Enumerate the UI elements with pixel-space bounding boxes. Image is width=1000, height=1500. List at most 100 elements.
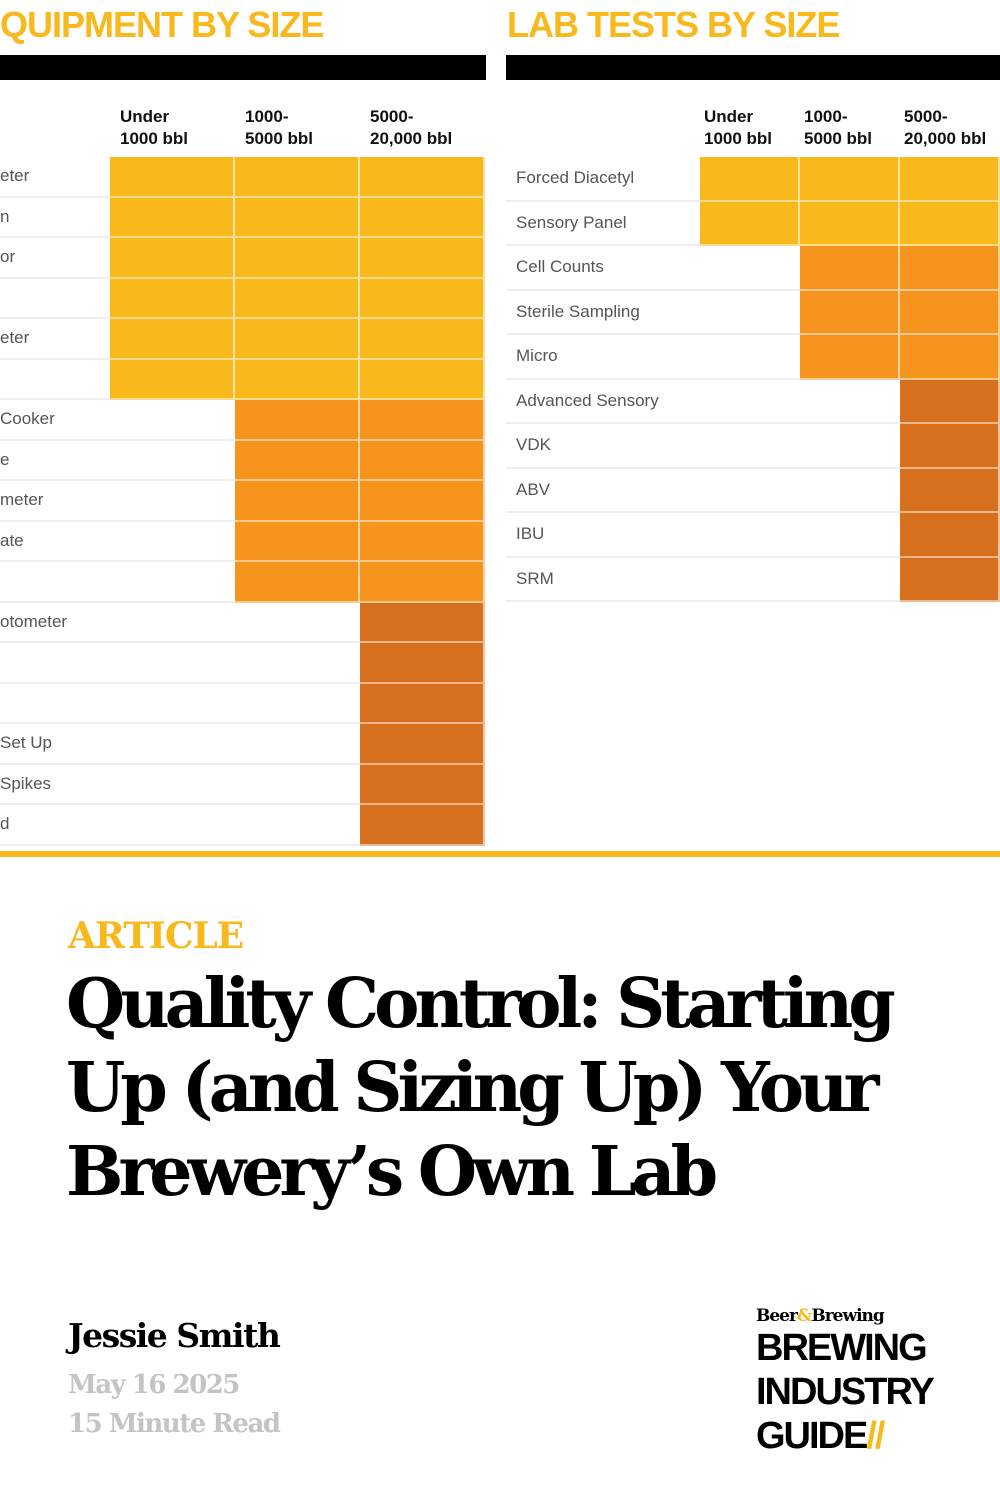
filled-cell xyxy=(235,278,360,319)
filled-cell xyxy=(360,278,485,319)
filled-cell xyxy=(235,238,360,279)
table-row xyxy=(0,643,485,684)
filled-cell xyxy=(360,521,485,562)
table-row: Advanced Sensory xyxy=(506,380,1000,424)
table-row: ABV xyxy=(506,469,1000,513)
row-label: otometer xyxy=(0,611,68,631)
column-header: 1000- 5000 bbl xyxy=(804,107,873,148)
table-row: Spikes xyxy=(0,765,485,805)
filled-cell xyxy=(110,238,235,279)
row-label: VDK xyxy=(516,435,551,455)
row-label: eter xyxy=(0,328,30,348)
filled-cell xyxy=(900,379,1000,424)
row-label: Spikes xyxy=(0,773,52,793)
filled-cell xyxy=(700,157,800,202)
filled-cell xyxy=(800,290,900,335)
row-label: n xyxy=(0,206,10,226)
filled-cell xyxy=(360,319,485,360)
row-label: Cooker xyxy=(0,409,55,429)
table-row: SRM xyxy=(506,558,1000,602)
filled-cell xyxy=(360,805,485,846)
article-title: Quality Control: Starting Up (and Sizing… xyxy=(66,964,896,1212)
filled-cell xyxy=(360,238,485,279)
logo-line1: BREWING xyxy=(756,1327,928,1369)
row-label: Forced Diacetyl xyxy=(516,168,635,188)
table-row: IBU xyxy=(506,513,1000,558)
filled-cell xyxy=(235,562,360,603)
filled-cell xyxy=(235,319,360,360)
lab-header-bar xyxy=(506,55,1000,80)
filled-cell xyxy=(360,440,485,481)
row-label: Advanced Sensory xyxy=(516,390,659,410)
filled-cell xyxy=(110,157,235,198)
column-header: Under 1000 bbl xyxy=(120,107,189,148)
filled-cell xyxy=(235,521,360,562)
filled-cell xyxy=(360,562,485,603)
filled-cell xyxy=(235,440,360,481)
table-row: VDK xyxy=(506,424,1000,469)
filled-cell xyxy=(900,157,1000,202)
row-label: e xyxy=(0,449,10,469)
brewing-industry-guide-logo: Beer&Brewing BREWING INDUSTRY GUIDE// xyxy=(756,1306,976,1458)
filled-cell xyxy=(235,359,360,400)
filled-cell xyxy=(235,157,360,198)
row-label: IBU xyxy=(516,524,545,544)
row-label: Micro xyxy=(516,346,558,366)
table-row: d xyxy=(0,805,485,846)
column-header: Under 1000 bbl xyxy=(704,107,773,148)
filled-cell xyxy=(700,201,800,246)
filled-cell xyxy=(235,197,360,238)
divider-rule xyxy=(0,851,1000,857)
row-label: SRM xyxy=(516,568,554,588)
filled-cell xyxy=(360,643,485,684)
logo-line2: INDUSTRY xyxy=(756,1371,935,1413)
article-kicker: ARTICLE xyxy=(68,915,244,957)
filled-cell xyxy=(110,278,235,319)
equipment-chart-title: QUIPMENT BY SIZE xyxy=(0,4,324,45)
filled-cell xyxy=(360,724,485,765)
read-time: 15 Minute Read xyxy=(68,1409,281,1439)
filled-cell xyxy=(235,481,360,522)
row-label: eter xyxy=(0,166,30,186)
table-row: Set Up xyxy=(0,724,485,765)
filled-cell xyxy=(360,197,485,238)
filled-cell xyxy=(360,602,485,643)
lab-chart-title: LAB TESTS BY SIZE xyxy=(507,4,840,45)
column-header: 5000- 20,000 bbl xyxy=(370,107,453,148)
filled-cell xyxy=(900,290,1000,335)
row-label: Cell Counts xyxy=(516,257,604,277)
publish-date: May 16 2025 xyxy=(68,1370,240,1400)
logo-line3: GUIDE// xyxy=(756,1415,885,1457)
filled-cell xyxy=(900,246,1000,291)
table-row xyxy=(0,684,485,724)
row-label: d xyxy=(0,814,10,834)
filled-cell xyxy=(110,197,235,238)
filled-cell xyxy=(360,764,485,805)
filled-cell xyxy=(360,683,485,724)
filled-cell xyxy=(110,359,235,400)
filled-cell xyxy=(235,400,360,441)
filled-cell xyxy=(900,424,1000,469)
row-label: Sterile Sampling xyxy=(516,301,640,321)
filled-cell xyxy=(900,468,1000,513)
filled-cell xyxy=(800,201,900,246)
row-label: meter xyxy=(0,490,44,510)
filled-cell xyxy=(900,557,1000,602)
filled-cell xyxy=(800,335,900,380)
row-label: Set Up xyxy=(0,733,52,753)
table-row: Sterile Sampling xyxy=(506,291,1000,335)
table-row: Cell Counts xyxy=(506,246,1000,291)
filled-cell xyxy=(900,513,1000,558)
filled-cell xyxy=(900,335,1000,380)
filled-cell xyxy=(360,400,485,441)
logo-publication: Beer&Brewing xyxy=(756,1306,885,1326)
filled-cell xyxy=(900,201,1000,246)
equipment-header-bar xyxy=(0,55,486,80)
filled-cell xyxy=(360,481,485,522)
filled-cell xyxy=(360,157,485,198)
table-row: otometer xyxy=(0,603,485,643)
table-row: Micro xyxy=(506,335,1000,380)
column-header: 1000- 5000 bbl xyxy=(245,107,314,148)
author-name[interactable]: Jessie Smith xyxy=(68,1316,281,1355)
row-label: ABV xyxy=(516,479,551,499)
